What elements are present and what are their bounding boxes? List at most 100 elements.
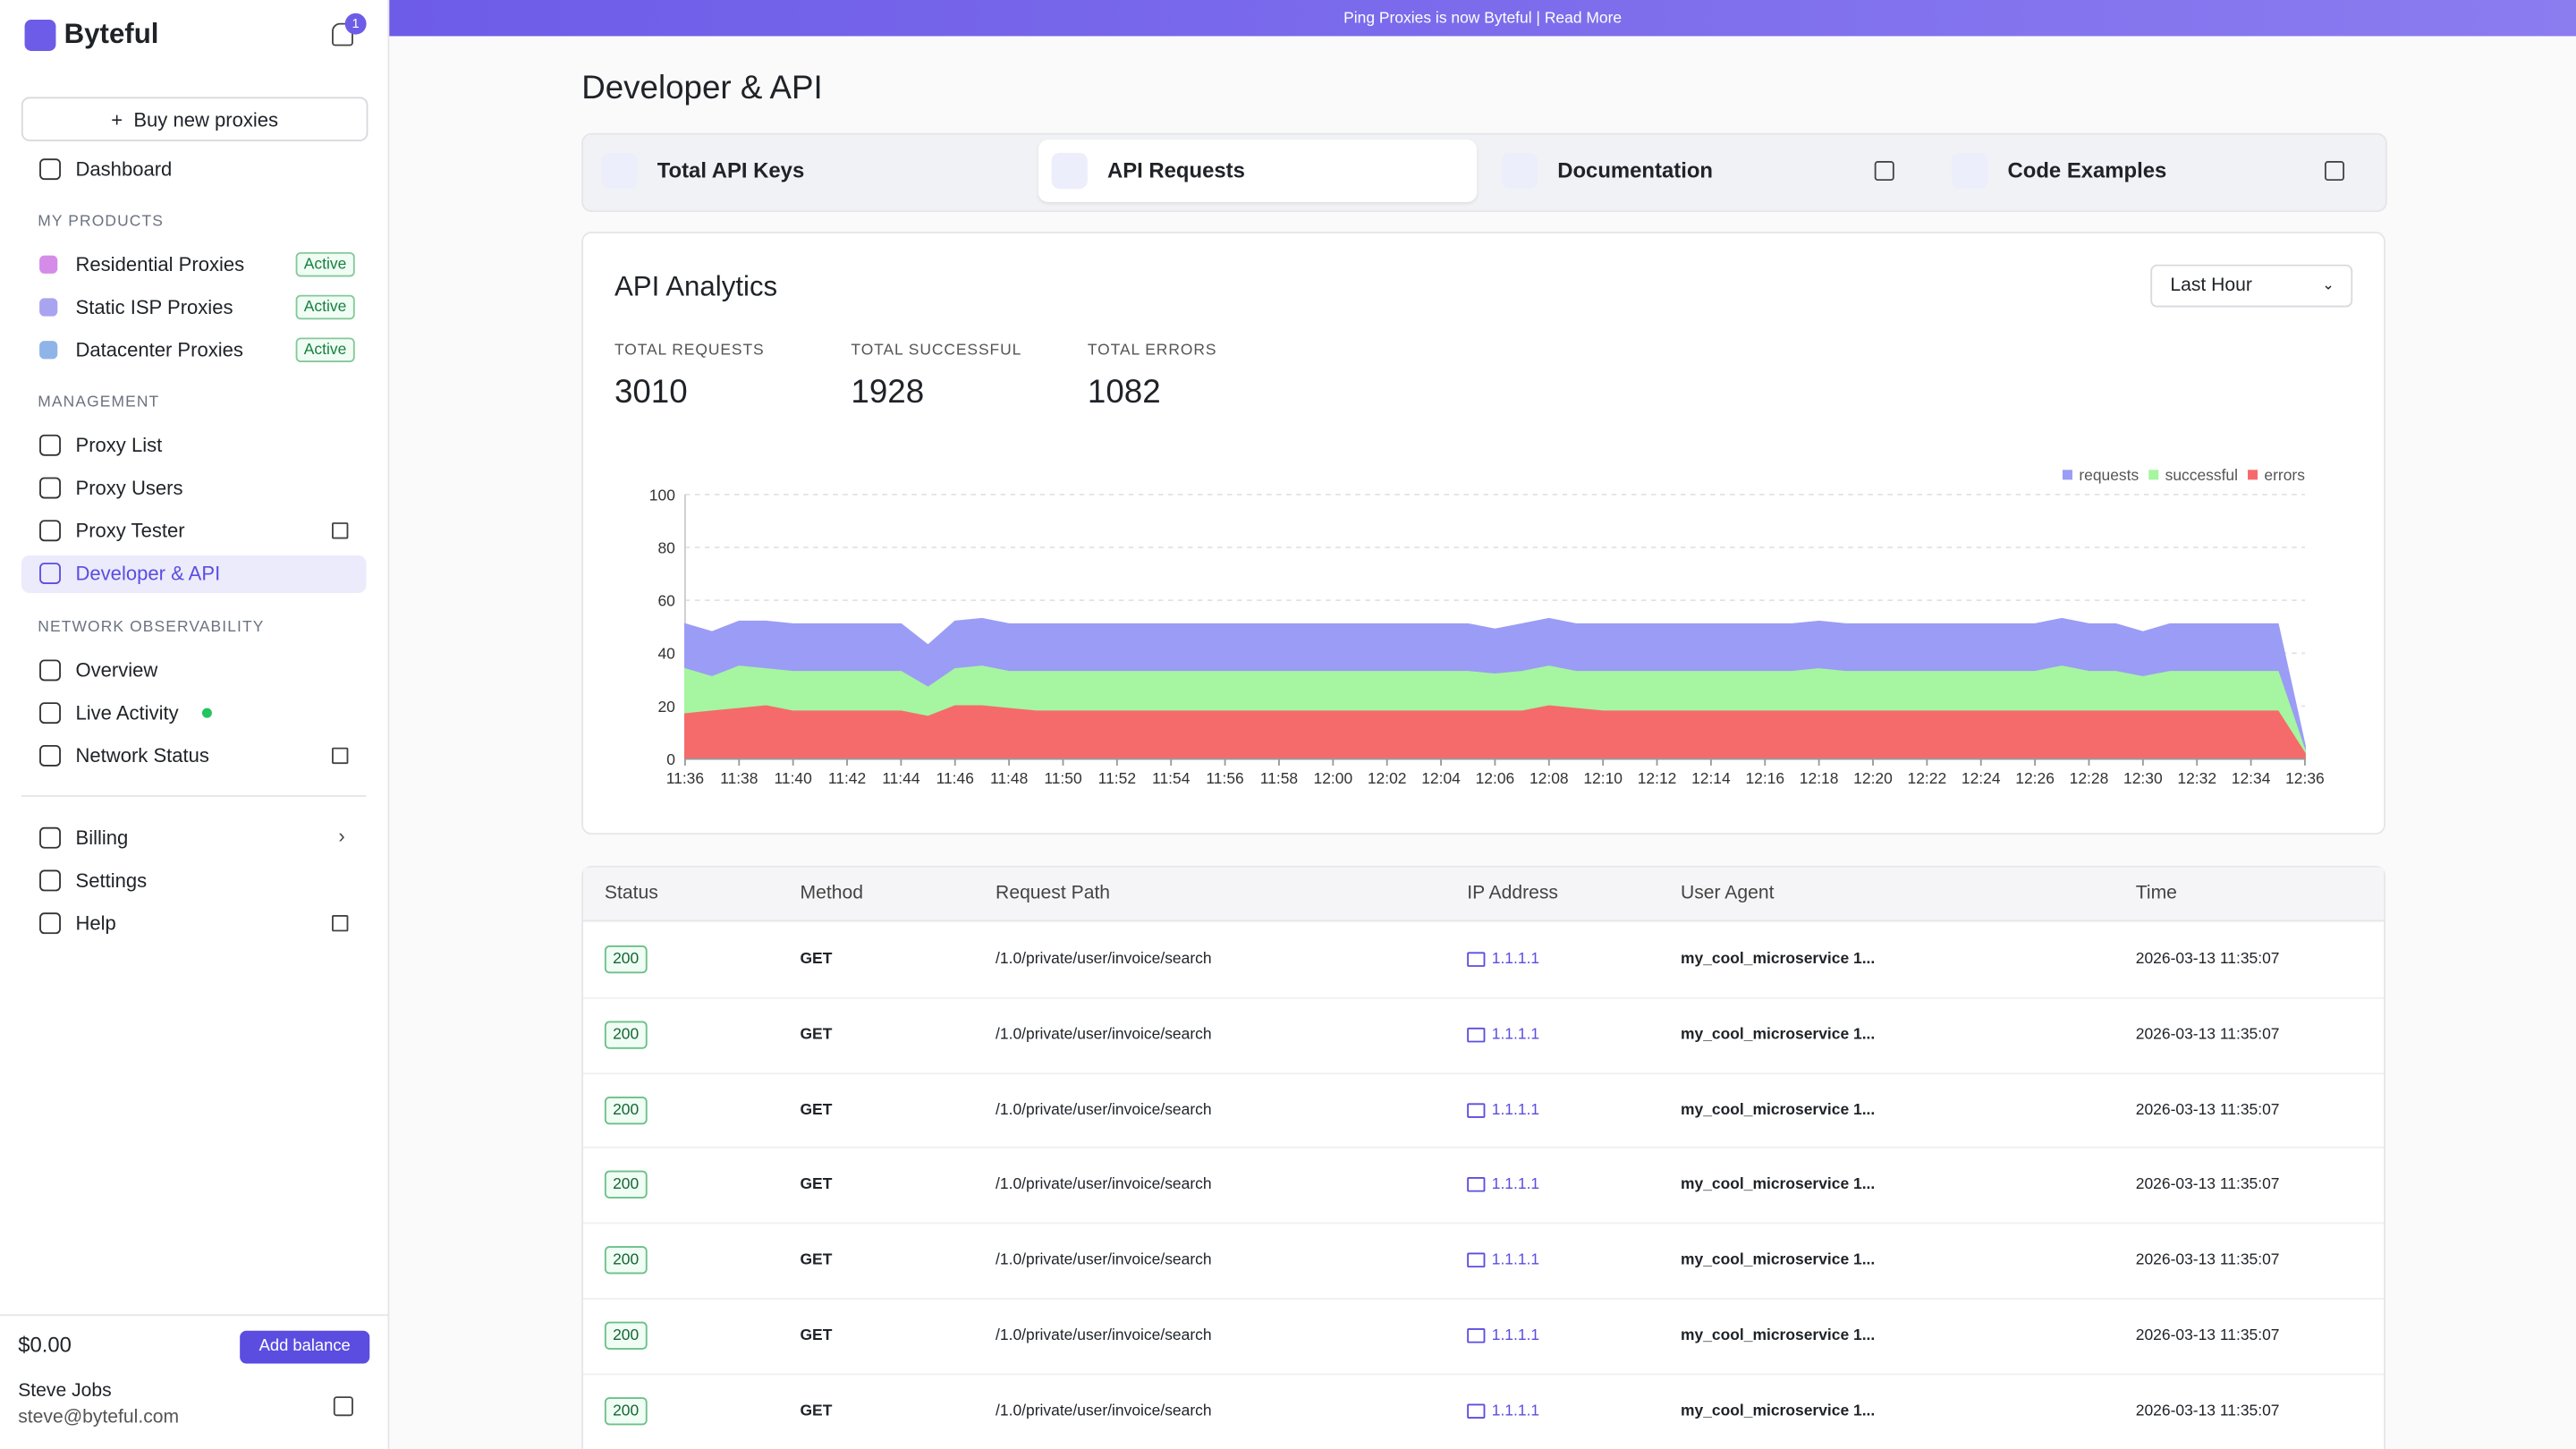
x-tick-label: 12:06: [1476, 769, 1515, 787]
request-path: /1.0/private/user/invoice/search: [996, 1402, 1212, 1420]
icon: [39, 434, 61, 456]
user-agent: my_cool_microservice 1...: [1680, 1326, 1876, 1345]
user-name: Steve Jobs: [18, 1381, 112, 1402]
chevron: ›: [338, 825, 345, 848]
ip-address[interactable]: 1.1.1.1: [1467, 1326, 1539, 1344]
legend-swatch: [2062, 470, 2072, 480]
add-balance-button[interactable]: Add balance: [240, 1330, 370, 1364]
nav-item[interactable]: Live Activity: [75, 701, 179, 725]
external-icon: [332, 747, 349, 765]
tab[interactable]: Documentation: [1488, 140, 1927, 202]
nav-item[interactable]: Billing: [75, 826, 129, 850]
time: 2026-03-13 11:35:07: [2135, 950, 2280, 969]
x-tick-label: 12:28: [2070, 769, 2109, 787]
stat-label: TOTAL REQUESTS: [614, 342, 765, 360]
time: 2026-03-13 11:35:07: [2135, 1175, 2280, 1195]
status-cell: 200: [604, 1171, 648, 1199]
y-tick-label: 40: [657, 645, 675, 663]
method: GET: [800, 1175, 833, 1195]
x-tick-label: 12:18: [1800, 769, 1839, 787]
monitor-icon: [1467, 1177, 1486, 1193]
area: [684, 705, 2306, 760]
stat-label: TOTAL ERRORS: [1087, 342, 1217, 360]
buy-label: Buy new proxies: [133, 108, 279, 131]
nav-item[interactable]: Developer & API: [75, 562, 221, 585]
user-email: steve@byteful.com: [18, 1408, 180, 1428]
row-divider: [583, 1373, 2385, 1375]
legend-label: requests: [2079, 466, 2139, 484]
x-tick-label: 11:38: [720, 769, 758, 787]
y-tick-label: 80: [657, 538, 675, 556]
x-tick-label: 12:08: [1530, 769, 1569, 787]
ip-address[interactable]: 1.1.1.1: [1467, 1402, 1539, 1419]
status-badge: 200: [604, 1096, 648, 1124]
nav-item[interactable]: Help: [75, 911, 116, 936]
logout-icon[interactable]: [333, 1396, 353, 1417]
brand: Byteful: [64, 18, 159, 50]
bell[interactable]: [332, 22, 353, 47]
monitor-icon: [1467, 1102, 1486, 1118]
monitor-icon: [1467, 952, 1486, 967]
icon: [39, 826, 61, 849]
range-select[interactable]: Last Hour ⌄: [2150, 264, 2353, 308]
nav-item[interactable]: Proxy List: [75, 433, 163, 457]
request-path: /1.0/private/user/invoice/search: [996, 1175, 1212, 1195]
time: 2026-03-13 11:35:07: [2135, 1025, 2280, 1044]
y-tick-label: 100: [649, 486, 675, 504]
status-badge: Active: [295, 294, 355, 320]
divider: [21, 794, 367, 797]
notification-count: 1: [344, 13, 367, 35]
status-cell: 200: [604, 1096, 648, 1124]
time: 2026-03-13 11:35:07: [2135, 1402, 2280, 1420]
column-header: Request Path: [996, 884, 1111, 904]
x-tick-label: 12:22: [1908, 769, 1947, 787]
status-cell: 200: [604, 1321, 648, 1350]
method: GET: [800, 1326, 833, 1345]
user-agent: my_cool_microservice 1...: [1680, 950, 1876, 969]
y-tick-label: 60: [657, 592, 675, 610]
x-tick-label: 11:54: [1152, 769, 1191, 787]
buy-button[interactable]: + Buy new proxies: [21, 97, 369, 141]
x-tick-label: 11:52: [1098, 769, 1136, 787]
ip-address[interactable]: 1.1.1.1: [1467, 1101, 1539, 1119]
user-agent: my_cool_microservice 1...: [1680, 1100, 1876, 1119]
request-path: /1.0/private/user/invoice/search: [996, 950, 1212, 969]
row-divider: [583, 996, 2385, 999]
status-badge: 200: [604, 1321, 648, 1350]
nav-item[interactable]: Proxy Users: [75, 476, 183, 500]
ip-address[interactable]: 1.1.1.1: [1467, 1026, 1539, 1044]
nav-item[interactable]: Proxy Tester: [75, 519, 185, 543]
column-header: Method: [800, 884, 863, 904]
banner[interactable]: Ping Proxies is now Byteful | Read More: [389, 0, 2576, 37]
icon: [39, 298, 58, 317]
active-highlight: [21, 555, 367, 594]
tab-icon: [1051, 152, 1088, 190]
tab-icon: [1501, 152, 1538, 190]
time: 2026-03-13 11:35:07: [2135, 1100, 2280, 1119]
nav-item[interactable]: Network Status: [75, 744, 209, 767]
monitor-icon: [1467, 1328, 1486, 1343]
column-header: Status: [604, 884, 658, 904]
x-tick-label: 12:32: [2177, 769, 2216, 787]
ip-address[interactable]: 1.1.1.1: [1467, 951, 1539, 969]
divider: [0, 1314, 388, 1317]
nav-item[interactable]: Datacenter Proxies: [75, 338, 243, 362]
tab[interactable]: Code Examples: [1938, 140, 2377, 202]
nav-item[interactable]: Dashboard: [75, 157, 173, 182]
x-tick-label: 12:12: [1638, 769, 1677, 787]
ip-address[interactable]: 1.1.1.1: [1467, 1176, 1539, 1194]
nav-item[interactable]: Residential Proxies: [75, 252, 245, 276]
tab[interactable]: API Requests: [1038, 140, 1478, 202]
tab[interactable]: Total API Keys: [589, 140, 1027, 202]
x-tick-label: 12:14: [1691, 769, 1731, 787]
icon: [39, 659, 61, 682]
x-tick-label: 12:00: [1314, 769, 1353, 787]
nav-item[interactable]: Static ISP Proxies: [75, 295, 233, 319]
tab-label: API Requests: [1106, 157, 1245, 182]
nav-item[interactable]: Overview: [75, 658, 158, 682]
ip-address[interactable]: 1.1.1.1: [1467, 1251, 1539, 1269]
nav-item[interactable]: Settings: [75, 869, 148, 893]
x-tick-label: 12:02: [1368, 769, 1407, 787]
x-tick-label: 12:26: [2015, 769, 2055, 787]
